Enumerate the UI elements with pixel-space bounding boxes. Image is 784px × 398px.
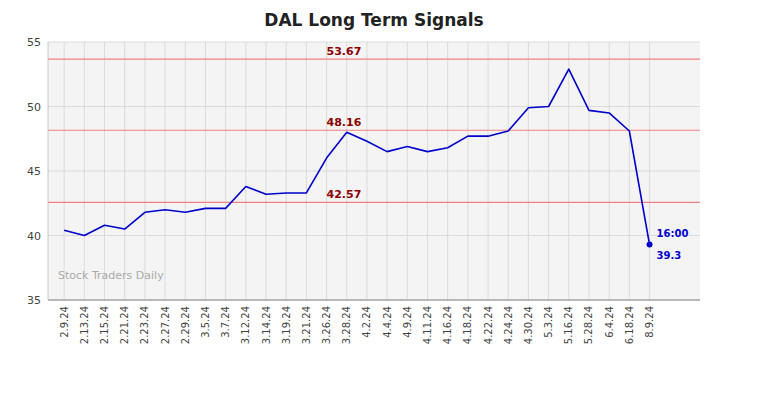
grid-line-x — [488, 42, 489, 300]
x-tick-label: 3.14.24 — [261, 306, 272, 344]
y-tick-label: 50 — [27, 101, 41, 114]
x-tick-label: 2.29.24 — [180, 306, 191, 344]
grid-line-x — [225, 42, 226, 300]
x-tick-label: 5.3.24 — [543, 306, 554, 338]
grid-line-y — [48, 235, 700, 236]
x-tick-label: 3.21.24 — [301, 306, 312, 344]
grid-line-x — [609, 42, 610, 300]
grid-line-x — [447, 42, 448, 300]
grid-line-x — [326, 42, 327, 300]
x-tick-label: 4.16.24 — [442, 306, 453, 344]
end-price-label: 39.3 — [657, 250, 682, 261]
signal-line — [48, 130, 700, 131]
title: DAL Long Term Signals — [264, 10, 483, 30]
y-tick-label: 55 — [27, 36, 41, 49]
last-point — [647, 242, 653, 248]
signal-label: 42.57 — [327, 188, 362, 201]
price-line — [64, 69, 649, 244]
grid-line-x — [144, 42, 145, 300]
grid-line-x — [185, 42, 186, 300]
x-tick-label: 2.27.24 — [160, 306, 171, 344]
grid-line-y — [48, 106, 700, 107]
x-tick-label: 3.7.24 — [220, 306, 231, 338]
grid-line-x — [528, 42, 529, 300]
grid-line-x — [387, 42, 388, 300]
x-tick-label: 3.19.24 — [281, 306, 292, 344]
grid-line-x — [346, 42, 347, 300]
y-tick-label: 40 — [27, 230, 41, 243]
x-tick-label: 2.9.24 — [59, 306, 70, 338]
grid-line-x — [104, 42, 105, 300]
watermark: Stock Traders Daily — [58, 269, 164, 282]
grid-line-x — [266, 42, 267, 300]
x-tick-label: 3.28.24 — [341, 306, 352, 344]
grid — [48, 42, 700, 300]
grid-line-x — [427, 42, 428, 300]
signal-label: 48.16 — [327, 116, 362, 129]
grid-line-y — [48, 42, 700, 43]
grid-line-x — [286, 42, 287, 300]
x-tick-label: 4.4.24 — [382, 306, 393, 338]
grid-line-x — [508, 42, 509, 300]
grid-line-x — [84, 42, 85, 300]
signal-label: 53.67 — [327, 45, 362, 58]
grid-line-y — [48, 171, 700, 172]
grid-line-x — [64, 42, 65, 300]
x-tick-label: 2.15.24 — [99, 306, 110, 344]
signal-line — [48, 59, 700, 60]
y-axis-line — [48, 42, 49, 300]
grid-line-y — [48, 300, 700, 301]
grid-line-x — [205, 42, 206, 300]
x-tick-label: 2.23.24 — [139, 306, 150, 344]
grid-line-x — [366, 42, 367, 300]
grid-line-x — [588, 42, 589, 300]
x-tick-label: 4.9.24 — [402, 306, 413, 338]
x-tick-label: 3.5.24 — [200, 306, 211, 338]
x-tick-label: 4.11.24 — [422, 306, 433, 344]
chart: 35 40 45 50 55 2.9.24 2.13.24 2.15.24 2.21.24 2.2… — [0, 0, 784, 398]
grid-line-x — [467, 42, 468, 300]
plot-area — [48, 42, 700, 300]
x-tick-label: 3.26.24 — [321, 306, 332, 344]
end-time-label: 16:00 — [657, 228, 689, 239]
data-group — [48, 59, 700, 247]
x-tick-label: 5.28.24 — [583, 306, 594, 344]
grid-line-x — [306, 42, 307, 300]
x-tick-label: 4.30.24 — [523, 306, 534, 344]
x-tick-label: 4.18.24 — [462, 306, 473, 344]
signal-line — [48, 202, 700, 203]
x-axis-line — [48, 299, 700, 300]
y-tick-label: 45 — [27, 165, 41, 178]
x-tick-label: 2.21.24 — [119, 306, 130, 344]
y-tick-label: 35 — [27, 294, 41, 307]
x-tick-label: 8.9.24 — [644, 306, 655, 338]
grid-line-x — [407, 42, 408, 300]
x-tick-label: 3.12.24 — [240, 306, 251, 344]
grid-line-x — [548, 42, 549, 300]
x-tick-label: 6.4.24 — [604, 306, 615, 338]
grid-line-x — [124, 42, 125, 300]
grid-line-x — [245, 42, 246, 300]
x-tick-label: 2.13.24 — [79, 306, 90, 344]
grid-line-x — [165, 42, 166, 300]
x-tick-label: 4.22.24 — [483, 306, 494, 344]
grid-line-x — [649, 42, 650, 300]
x-tick-label: 4.2.24 — [361, 306, 372, 338]
x-tick-label: 4.24.24 — [503, 306, 514, 344]
x-tick-label: 6.18.24 — [624, 306, 635, 344]
grid-line-x — [568, 42, 569, 300]
x-tick-label: 5.16.24 — [563, 306, 574, 344]
grid-line-x — [629, 42, 630, 300]
